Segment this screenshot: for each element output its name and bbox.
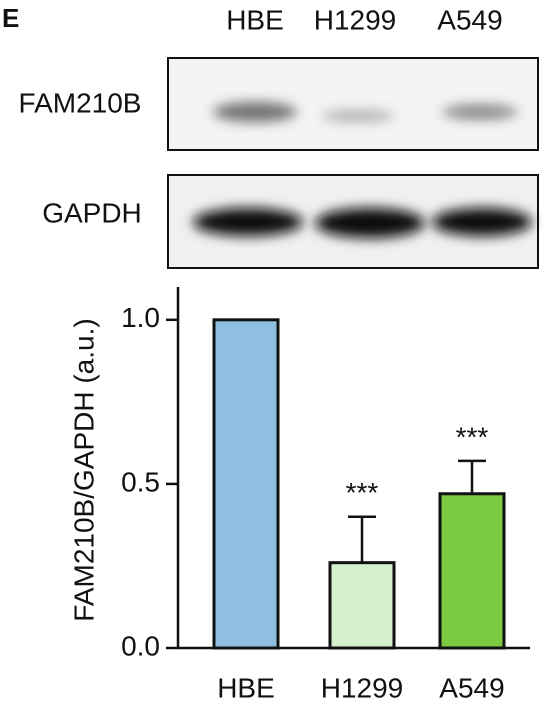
y-tick-label: 0.5 — [121, 466, 160, 497]
significance: *** — [456, 421, 489, 452]
y-tick-label: 1.0 — [121, 302, 160, 333]
y-axis-label: FAM210B/GAPDH (a.u.) — [68, 318, 99, 621]
x-tick-label: H1299 — [321, 672, 404, 703]
y-tick-label: 0.0 — [121, 630, 160, 661]
x-tick-label: A549 — [439, 672, 504, 703]
bar — [328, 561, 396, 650]
lane-label: H1299 — [314, 4, 397, 35]
bar — [438, 492, 506, 650]
significance: *** — [346, 477, 379, 508]
bar — [212, 318, 280, 650]
blot-gapdh — [167, 174, 539, 269]
lane-label: A549 — [437, 4, 502, 35]
blot-row-label: GAPDH — [42, 197, 142, 228]
panel-label: E — [2, 3, 19, 33]
blot-fam210b — [167, 57, 539, 151]
blot-row-label: FAM210B — [19, 87, 142, 118]
x-tick-label: HBE — [217, 672, 275, 703]
lane-label: HBE — [226, 4, 284, 35]
